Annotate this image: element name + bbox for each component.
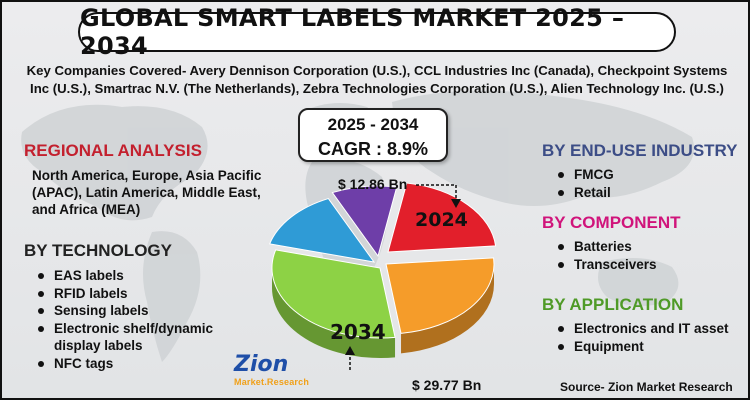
list-item: Sensing labels — [34, 302, 259, 320]
value-2034-arrowhead — [345, 346, 355, 355]
list-item: NFC tags — [34, 355, 259, 373]
technology-heading: BY TECHNOLOGY — [24, 241, 172, 260]
application-heading: BY APPLICATION — [542, 295, 684, 314]
cagr-value: CAGR : 8.9% — [317, 139, 429, 159]
pie-slice-green — [271, 249, 396, 339]
key-companies: Key Companies Covered- Avery Dennison Co… — [8, 62, 746, 98]
regional-analysis-text: North America, Europe, Asia Pacific (APA… — [32, 168, 262, 217]
list-item: Electronic shelf/dynamic display labels — [34, 320, 259, 355]
end-use-list: FMCG Retail — [554, 166, 614, 201]
pie-slice-green-side — [272, 268, 396, 358]
cagr-box: 2025 - 2034 CAGR : 8.9% — [298, 108, 448, 162]
end-use-industry-heading: BY END-USE INDUSTRY — [542, 141, 738, 160]
pie-slice-blue — [268, 197, 376, 263]
logo-subtitle: Market.Research — [234, 377, 310, 387]
companies-line-1: Key Companies Covered- Avery Dennison Co… — [26, 63, 728, 78]
value-2024-pointer — [416, 184, 457, 202]
logo-wordmark: Zion — [234, 352, 289, 377]
year-2024-label: 2024 — [415, 209, 468, 231]
list-item: Equipment — [554, 338, 729, 356]
list-item: FMCG — [554, 166, 614, 184]
companies-line-2: Inc (U.S.), Smartrac N.V. (The Netherlan… — [30, 81, 724, 96]
page-title: GLOBAL SMART LABELS MARKET 2025 – 2034 — [78, 4, 676, 60]
pie-slice-orange — [385, 257, 495, 334]
source-note: Source- Zion Market Research — [560, 380, 733, 394]
value-2024-arrowhead — [451, 199, 461, 208]
pie-slice-orange-side — [401, 264, 494, 354]
regional-analysis-heading: REGIONAL ANALYSIS — [24, 141, 202, 160]
list-item: Electronics and IT asset — [554, 320, 729, 338]
zion-logo: Zion Market.Research — [234, 354, 326, 396]
pie-slice-purple — [331, 185, 398, 258]
list-item: Batteries — [554, 238, 657, 256]
cagr-period: 2025 - 2034 — [327, 115, 419, 134]
list-item: Retail — [554, 184, 614, 202]
market-pie-chart — [268, 182, 497, 372]
value-2034-pointer — [349, 352, 351, 372]
year-2034-label: 2034 — [330, 320, 386, 344]
value-2034-label: $ 29.77 Bn — [412, 377, 482, 393]
application-list: Electronics and IT asset Equipment — [554, 320, 729, 355]
list-item: EAS labels — [34, 267, 259, 285]
component-list: Batteries Transceivers — [554, 238, 657, 273]
technology-list: EAS labels RFID labels Sensing labels El… — [34, 267, 259, 372]
value-2024-label: $ 12.86 Bn — [338, 176, 408, 192]
list-item: RFID labels — [34, 285, 259, 303]
component-heading: BY COMPONENT — [542, 213, 681, 232]
list-item: Transceivers — [554, 256, 657, 274]
